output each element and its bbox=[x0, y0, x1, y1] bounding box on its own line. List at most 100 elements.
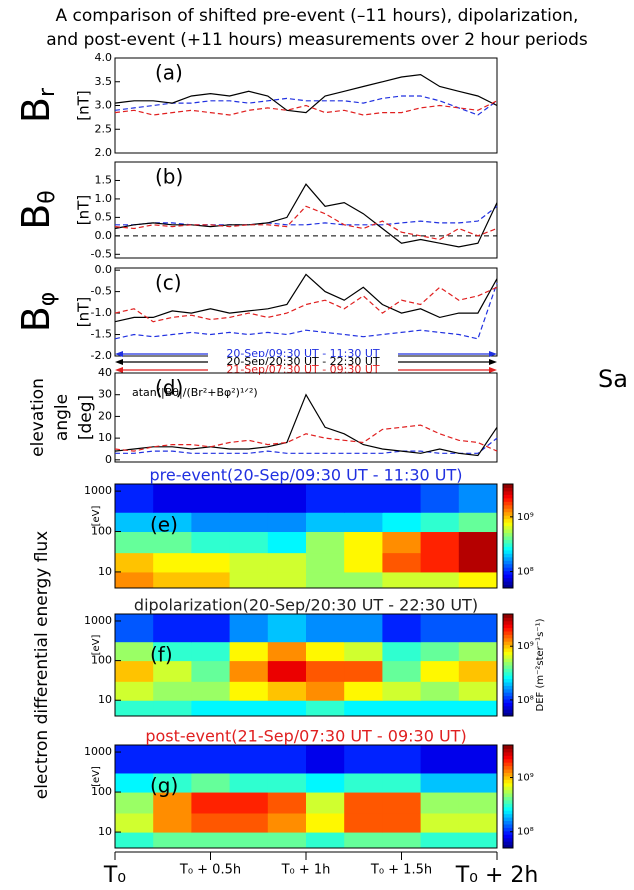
data-line bbox=[114, 95, 498, 116]
heatmap-cell bbox=[382, 660, 422, 682]
legend-entry: 20-Sep/09:30 UT - 11:30 UT bbox=[226, 347, 380, 360]
heatmap-cell bbox=[229, 832, 269, 849]
heatmap-cell bbox=[420, 660, 460, 682]
y-tick-label: -2.0 bbox=[91, 349, 112, 362]
colorbar-step bbox=[503, 688, 513, 693]
heatmap-cell bbox=[382, 832, 422, 849]
colorbar-step bbox=[503, 786, 513, 791]
heatmap-cell bbox=[191, 531, 231, 554]
heatmap-cell bbox=[267, 792, 307, 814]
y-axis-unit: [eV] bbox=[91, 766, 102, 787]
colorbar-step bbox=[503, 617, 513, 622]
heatmap-cell bbox=[267, 700, 307, 717]
colorbar-step bbox=[503, 775, 513, 780]
spectrogram-title: dipolarization(20-Sep/20:30 UT - 22:30 U… bbox=[134, 596, 478, 615]
y-axis-subscript: r bbox=[35, 87, 60, 97]
heatmap-cell bbox=[229, 792, 269, 814]
heatmap-cell bbox=[344, 772, 383, 793]
heatmap-cell bbox=[382, 641, 422, 662]
legend-text-bg bbox=[208, 365, 398, 375]
heatmap-cell bbox=[382, 772, 422, 793]
y-tick-label: 4.0 bbox=[95, 51, 113, 64]
heatmap-cell bbox=[267, 660, 307, 682]
y-tick-label: 10 bbox=[98, 565, 112, 578]
colorbar-tick-label: 10⁸ bbox=[517, 695, 534, 706]
heatmap-cell bbox=[344, 832, 383, 849]
heatmap-cell bbox=[191, 614, 231, 643]
heatmap-cell bbox=[420, 484, 460, 513]
heatmap-cell bbox=[458, 531, 498, 554]
heatmap-cell bbox=[382, 512, 422, 533]
colorbar-step bbox=[503, 748, 513, 753]
heatmap-cell bbox=[229, 681, 269, 701]
colorbar-frame bbox=[502, 613, 514, 717]
colorbar-step bbox=[503, 508, 513, 513]
title-line: and post-event (+11 hours) measurements … bbox=[46, 30, 588, 50]
y-tick-label: 1000 bbox=[84, 484, 112, 497]
y-tick-label: 100 bbox=[91, 525, 112, 538]
heatmap-cell bbox=[153, 681, 192, 701]
colorbar-step bbox=[503, 803, 513, 808]
colorbar-step bbox=[503, 577, 513, 582]
colorbar-step bbox=[503, 567, 513, 572]
y-tick-label: 10 bbox=[98, 825, 112, 838]
colorbar-step bbox=[503, 627, 513, 632]
heatmap-cell bbox=[458, 681, 498, 701]
y-axis-unit: [eV] bbox=[91, 635, 102, 656]
heatmap-cell bbox=[306, 772, 345, 793]
heatmap-cell bbox=[420, 772, 460, 793]
heatmap-cell bbox=[382, 552, 422, 573]
heatmap-cell bbox=[191, 812, 231, 833]
heatmap-cell bbox=[191, 571, 231, 589]
heatmap-cell bbox=[153, 792, 192, 814]
heatmap-cell bbox=[458, 614, 498, 643]
heatmap-cell bbox=[191, 681, 231, 701]
colorbar-tick-label: 10⁸ bbox=[517, 567, 534, 578]
colorbar-step bbox=[503, 490, 513, 495]
colorbar-step bbox=[503, 665, 513, 669]
colorbar-step bbox=[503, 817, 513, 822]
colorbar-step bbox=[503, 574, 513, 579]
heatmap-cell bbox=[306, 700, 345, 717]
heatmap-cell bbox=[420, 700, 460, 717]
colorbar-step bbox=[503, 560, 513, 565]
heatmap-cell bbox=[344, 700, 383, 717]
heatmap-cell bbox=[229, 641, 269, 662]
heatmap-cell bbox=[229, 812, 269, 833]
heatmap-cell bbox=[382, 571, 422, 589]
colorbar-step bbox=[503, 651, 513, 656]
heatmap-cell bbox=[382, 681, 422, 701]
colorbar-step bbox=[503, 682, 513, 686]
y-tick-label: 0.0 bbox=[95, 229, 113, 242]
legend-text-bg bbox=[208, 357, 398, 367]
colorbar-step bbox=[503, 539, 513, 544]
heatmap-cell bbox=[153, 484, 192, 513]
heatmap-cell bbox=[382, 700, 422, 717]
colorbar-step bbox=[503, 705, 513, 710]
y-tick-label: 10 bbox=[98, 431, 112, 444]
data-line bbox=[114, 205, 498, 241]
y-tick-label: 1.0 bbox=[95, 192, 113, 205]
colorbar-step bbox=[503, 542, 513, 547]
data-line bbox=[114, 100, 498, 116]
colorbar-step bbox=[503, 518, 513, 523]
heatmap-cell bbox=[267, 772, 307, 793]
y-axis-symbol: B bbox=[14, 97, 58, 123]
colorbar-tick-label: 10⁸ bbox=[517, 827, 534, 838]
heatmap-cell bbox=[153, 614, 192, 643]
colorbar-step bbox=[503, 755, 513, 760]
heatmap-cell bbox=[267, 571, 307, 589]
panel-label: (b) bbox=[155, 165, 183, 189]
title-line: A comparison of shifted pre-event (–11 h… bbox=[56, 6, 579, 26]
colorbar-step bbox=[503, 556, 513, 561]
heatmap-cell bbox=[153, 772, 192, 793]
plot-frame bbox=[114, 161, 498, 259]
heatmap-cell bbox=[344, 681, 383, 701]
heatmap-cell bbox=[191, 641, 231, 662]
colorbar-step bbox=[503, 834, 513, 839]
heatmap-cell bbox=[191, 772, 231, 793]
heatmap-cell bbox=[267, 484, 307, 513]
heatmap-cell bbox=[344, 614, 383, 643]
colorbar-tick-label: 10⁹ bbox=[517, 512, 534, 523]
